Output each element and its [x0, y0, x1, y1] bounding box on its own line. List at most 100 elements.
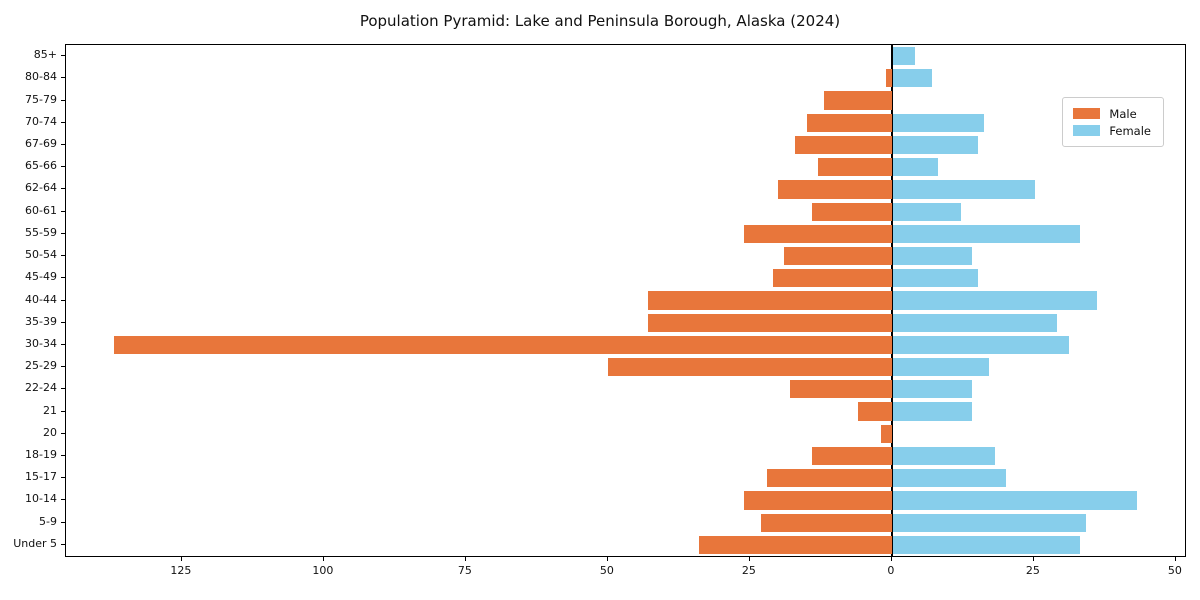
y-tick-label: 35-39 — [25, 314, 57, 328]
y-tick-label: 60-61 — [25, 203, 57, 217]
bar-female-55-59 — [892, 224, 1081, 243]
y-tick-mark — [61, 166, 65, 168]
bar-female-65-66 — [892, 158, 939, 177]
bar-female-50-54 — [892, 246, 973, 266]
y-tick-mark — [61, 432, 65, 434]
y-tick-mark — [61, 477, 65, 479]
plot-area: Male Female — [65, 44, 1186, 557]
y-tick-label: 45-49 — [25, 270, 57, 284]
bar-female-21 — [892, 402, 973, 421]
y-tick-label: 10-14 — [25, 492, 57, 506]
bar-female-30-34 — [892, 335, 1069, 355]
y-tick-mark — [61, 321, 65, 323]
y-tick-mark — [61, 232, 65, 234]
bar-male-15-17 — [766, 469, 892, 488]
x-tick-label: 100 — [312, 564, 334, 577]
y-tick-label: 85+ — [33, 48, 57, 62]
x-tick-label: 125 — [170, 564, 192, 577]
female-color-swatch — [1073, 125, 1101, 136]
x-tick-label: 50 — [1167, 564, 1182, 577]
bar-male-25-29 — [607, 358, 892, 377]
legend: Male Female — [1062, 97, 1164, 147]
bar-female-62-64 — [892, 180, 1035, 199]
bar-male-70-74 — [806, 113, 892, 132]
y-tick-label: 80-84 — [25, 70, 57, 84]
y-tick-label: 20 — [43, 425, 57, 439]
bar-female-18-19 — [892, 446, 995, 466]
y-tick-label: 70-74 — [25, 114, 57, 128]
male-color-swatch — [1073, 108, 1101, 119]
x-tick-label: 0 — [887, 564, 895, 577]
y-tick-label: 62-64 — [25, 181, 57, 195]
y-tick-label: 40-44 — [25, 292, 57, 306]
bar-female-35-39 — [892, 313, 1058, 332]
bar-female-80-84 — [892, 69, 933, 88]
zero-axis-line — [891, 45, 893, 556]
y-tick-label: 75-79 — [25, 92, 57, 106]
x-tick-mark — [748, 557, 750, 561]
bar-male-55-59 — [744, 224, 892, 243]
y-tick-mark — [61, 521, 65, 523]
y-tick-label: 22-24 — [25, 381, 57, 395]
bar-female-45-49 — [892, 269, 978, 288]
y-tick-label: 65-66 — [25, 159, 57, 173]
x-tick-mark — [464, 557, 466, 561]
bar-male-22-24 — [789, 380, 892, 399]
y-tick-label: 30-34 — [25, 336, 57, 350]
x-tick-mark — [890, 557, 892, 561]
bar-female-40-44 — [892, 291, 1098, 310]
bar-male-35-39 — [647, 313, 892, 332]
y-tick-label: Under 5 — [13, 536, 57, 550]
bar-male-5-9 — [761, 513, 892, 532]
y-tick-mark — [61, 143, 65, 145]
bar-male-75-79 — [823, 91, 892, 110]
bar-male-21 — [857, 402, 892, 421]
legend-label-female: Female — [1109, 123, 1151, 138]
y-tick-mark — [61, 55, 65, 57]
x-tick-label: 75 — [457, 564, 472, 577]
bar-male-45-49 — [772, 269, 892, 288]
y-tick-mark — [61, 343, 65, 345]
bar-male-65-66 — [818, 158, 892, 177]
y-tick-label: 67-69 — [25, 136, 57, 150]
bar-male-30-34 — [113, 335, 892, 355]
bar-female-10-14 — [892, 491, 1137, 510]
y-tick-label: 15-17 — [25, 470, 57, 484]
bar-female-60-61 — [892, 202, 961, 221]
bar-female-70-74 — [892, 113, 984, 132]
legend-item-female: Female — [1073, 122, 1151, 139]
y-tick-label: 55-59 — [25, 225, 57, 239]
x-tick-label: 25 — [1025, 564, 1040, 577]
x-tick-mark — [606, 557, 608, 561]
bar-male-18-19 — [812, 446, 892, 466]
x-tick-label: 25 — [741, 564, 756, 577]
x-tick-mark — [1032, 557, 1034, 561]
legend-item-male: Male — [1073, 105, 1151, 122]
y-tick-label: 21 — [43, 403, 57, 417]
x-tick-label: 50 — [599, 564, 614, 577]
bar-male-20 — [880, 424, 892, 443]
bar-male-62-64 — [778, 180, 892, 199]
bar-male-67-69 — [795, 135, 892, 155]
y-tick-mark — [61, 388, 65, 390]
bar-female-67-69 — [892, 135, 978, 155]
bar-female-5-9 — [892, 513, 1086, 532]
chart-title: Population Pyramid: Lake and Peninsula B… — [359, 12, 841, 30]
y-tick-label: 18-19 — [25, 448, 57, 462]
y-tick-mark — [61, 277, 65, 279]
legend-label-male: Male — [1109, 106, 1137, 121]
y-tick-mark — [61, 99, 65, 101]
y-tick-mark — [61, 455, 65, 457]
bar-female-22-24 — [892, 380, 973, 399]
bar-male-80-84 — [886, 69, 892, 88]
bar-male-under-5 — [698, 535, 892, 554]
y-tick-mark — [61, 121, 65, 123]
bar-female-25-29 — [892, 358, 990, 377]
y-tick-mark — [61, 210, 65, 212]
y-tick-mark — [61, 499, 65, 501]
y-tick-mark — [61, 543, 65, 545]
bar-male-10-14 — [744, 491, 892, 510]
bar-male-50-54 — [783, 246, 892, 266]
x-tick-mark — [322, 557, 324, 561]
